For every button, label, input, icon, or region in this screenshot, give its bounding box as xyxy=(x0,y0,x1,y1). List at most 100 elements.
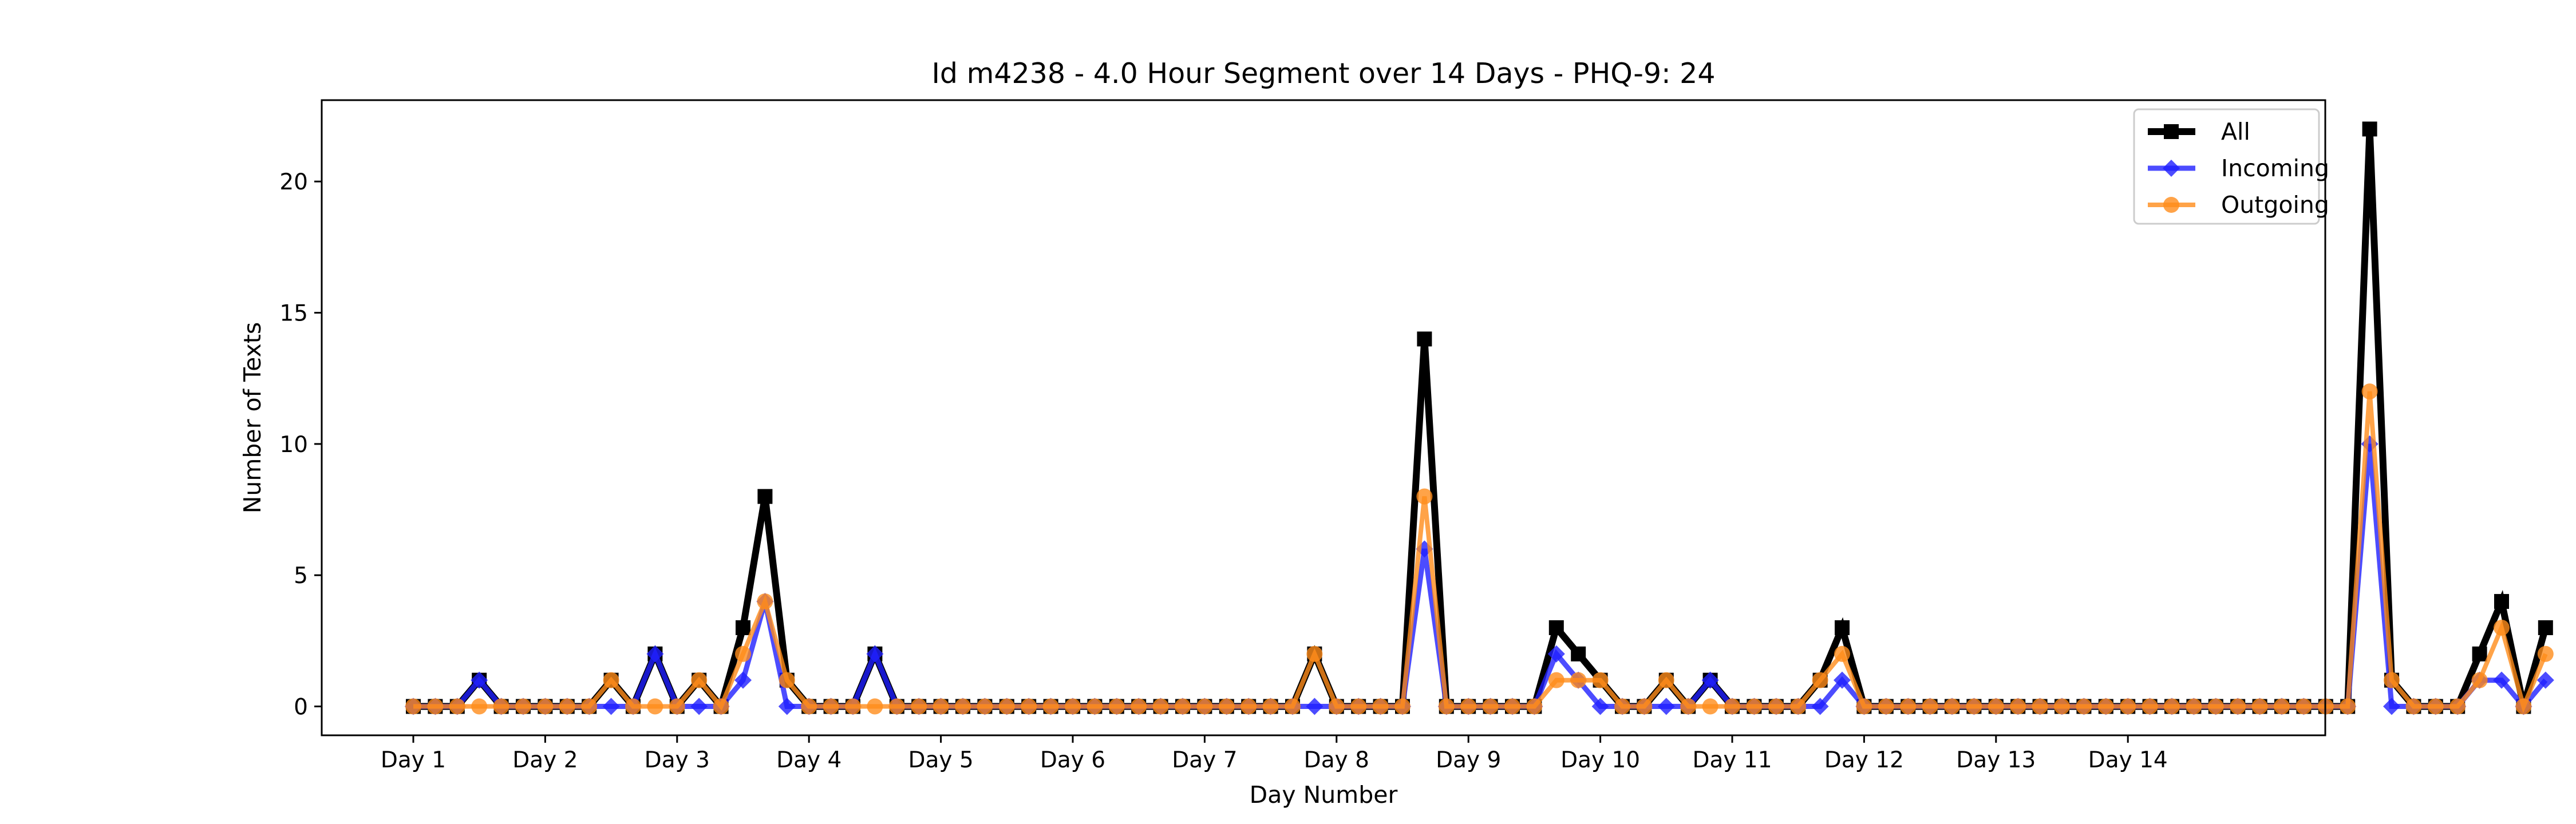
all-point xyxy=(2362,121,2377,137)
legend-incoming-label: Incoming xyxy=(2221,154,2329,182)
y-axis-title: Number of Texts xyxy=(239,322,266,514)
outgoing-point xyxy=(1240,698,1257,715)
outgoing-point xyxy=(427,698,444,715)
incoming-point xyxy=(1701,671,1719,689)
outgoing-point xyxy=(1285,698,1301,715)
outgoing-point xyxy=(1856,698,1872,715)
outgoing-point xyxy=(2207,698,2224,715)
outgoing-point xyxy=(1614,698,1630,715)
outgoing-point xyxy=(2427,698,2444,715)
outgoing-point xyxy=(2010,698,2026,715)
outgoing-point xyxy=(1658,672,1674,688)
outgoing-point xyxy=(1175,698,1191,715)
legend-all-label: All xyxy=(2221,118,2250,145)
incoming-point xyxy=(1811,698,1829,715)
outgoing-point xyxy=(2449,698,2466,715)
outgoing-point xyxy=(2340,698,2356,715)
outgoing-point xyxy=(1042,698,1059,715)
all-point xyxy=(2472,646,2487,661)
outgoing-point xyxy=(955,698,971,715)
incoming-point xyxy=(1306,698,1323,715)
x-tick-label: Day 6 xyxy=(1040,747,1105,773)
outgoing-point xyxy=(1570,672,1587,688)
outgoing-point xyxy=(1812,672,1828,688)
outgoing-point xyxy=(1900,698,1917,715)
outgoing-point xyxy=(1065,698,1081,715)
outgoing-point xyxy=(1218,698,1235,715)
x-axis-title: Day Number xyxy=(1250,781,1398,809)
all-point xyxy=(1835,620,1850,635)
outgoing-point xyxy=(2296,698,2312,715)
outgoing-point xyxy=(2251,698,2268,715)
outgoing-point xyxy=(1966,698,1982,715)
outgoing-point xyxy=(1086,698,1103,715)
outgoing-point xyxy=(2494,619,2510,636)
outgoing-point xyxy=(1350,698,1367,715)
outgoing-point xyxy=(2164,698,2180,715)
outgoing-point xyxy=(581,698,598,715)
legend-all-marker xyxy=(2164,124,2179,139)
outgoing-point xyxy=(2274,698,2290,715)
outgoing-series xyxy=(405,383,2554,715)
y-tick-label: 15 xyxy=(279,301,308,327)
outgoing-point xyxy=(1680,698,1697,715)
outgoing-point xyxy=(1944,698,1960,715)
incoming-point xyxy=(1657,698,1675,715)
outgoing-point xyxy=(735,645,751,662)
all-point xyxy=(2538,620,2553,635)
outgoing-point xyxy=(1746,698,1763,715)
outgoing-point xyxy=(1021,698,1037,715)
outgoing-point xyxy=(2230,698,2246,715)
outgoing-point xyxy=(1702,698,1718,715)
outgoing-point xyxy=(405,698,421,715)
outgoing-point xyxy=(1834,645,1850,662)
outgoing-point xyxy=(2384,672,2400,688)
legend-outgoing-marker xyxy=(2163,197,2179,213)
y-tick-label: 20 xyxy=(279,169,308,195)
outgoing-point xyxy=(1636,698,1653,715)
outgoing-point xyxy=(1372,698,1389,715)
outgoing-point xyxy=(1152,698,1169,715)
outgoing-point xyxy=(2076,698,2092,715)
outgoing-point xyxy=(867,698,883,715)
legend-incoming-marker xyxy=(2163,160,2180,177)
outgoing-point xyxy=(1504,698,1520,715)
incoming-point xyxy=(690,698,708,715)
x-tick-label: Day 8 xyxy=(1304,747,1369,773)
plot-area xyxy=(405,121,2554,715)
outgoing-point xyxy=(1768,698,1784,715)
outgoing-point xyxy=(1548,672,1564,688)
incoming-point xyxy=(602,698,620,715)
all-point xyxy=(1417,331,1432,347)
outgoing-point xyxy=(1416,488,1433,505)
outgoing-point xyxy=(911,698,927,715)
outgoing-point xyxy=(2142,698,2158,715)
outgoing-point xyxy=(471,698,488,715)
outgoing-point xyxy=(2054,698,2070,715)
legend-outgoing-label: Outgoing xyxy=(2221,191,2329,219)
incoming-point xyxy=(734,671,752,689)
outgoing-point xyxy=(801,698,817,715)
outgoing-point xyxy=(2186,698,2202,715)
x-tick-label: Day 13 xyxy=(1956,747,2036,773)
outgoing-point xyxy=(1460,698,1477,715)
incoming-point xyxy=(1834,671,1851,689)
outgoing-point xyxy=(713,698,729,715)
outgoing-point xyxy=(493,698,509,715)
outgoing-point xyxy=(647,698,663,715)
outgoing-point xyxy=(2097,698,2114,715)
x-tick-label: Day 3 xyxy=(645,747,710,773)
outgoing-point xyxy=(779,672,795,688)
outgoing-point xyxy=(757,593,773,610)
outgoing-point xyxy=(603,672,619,688)
outgoing-point xyxy=(1328,698,1345,715)
y-tick-label: 5 xyxy=(294,563,308,589)
legend: All Incoming Outgoing xyxy=(2133,108,2329,225)
outgoing-point xyxy=(1394,698,1411,715)
all-point xyxy=(736,620,750,635)
outgoing-point xyxy=(1592,672,1609,688)
y-tick-label: 10 xyxy=(279,432,308,458)
outgoing-point xyxy=(1482,698,1499,715)
all-point xyxy=(2494,594,2509,609)
